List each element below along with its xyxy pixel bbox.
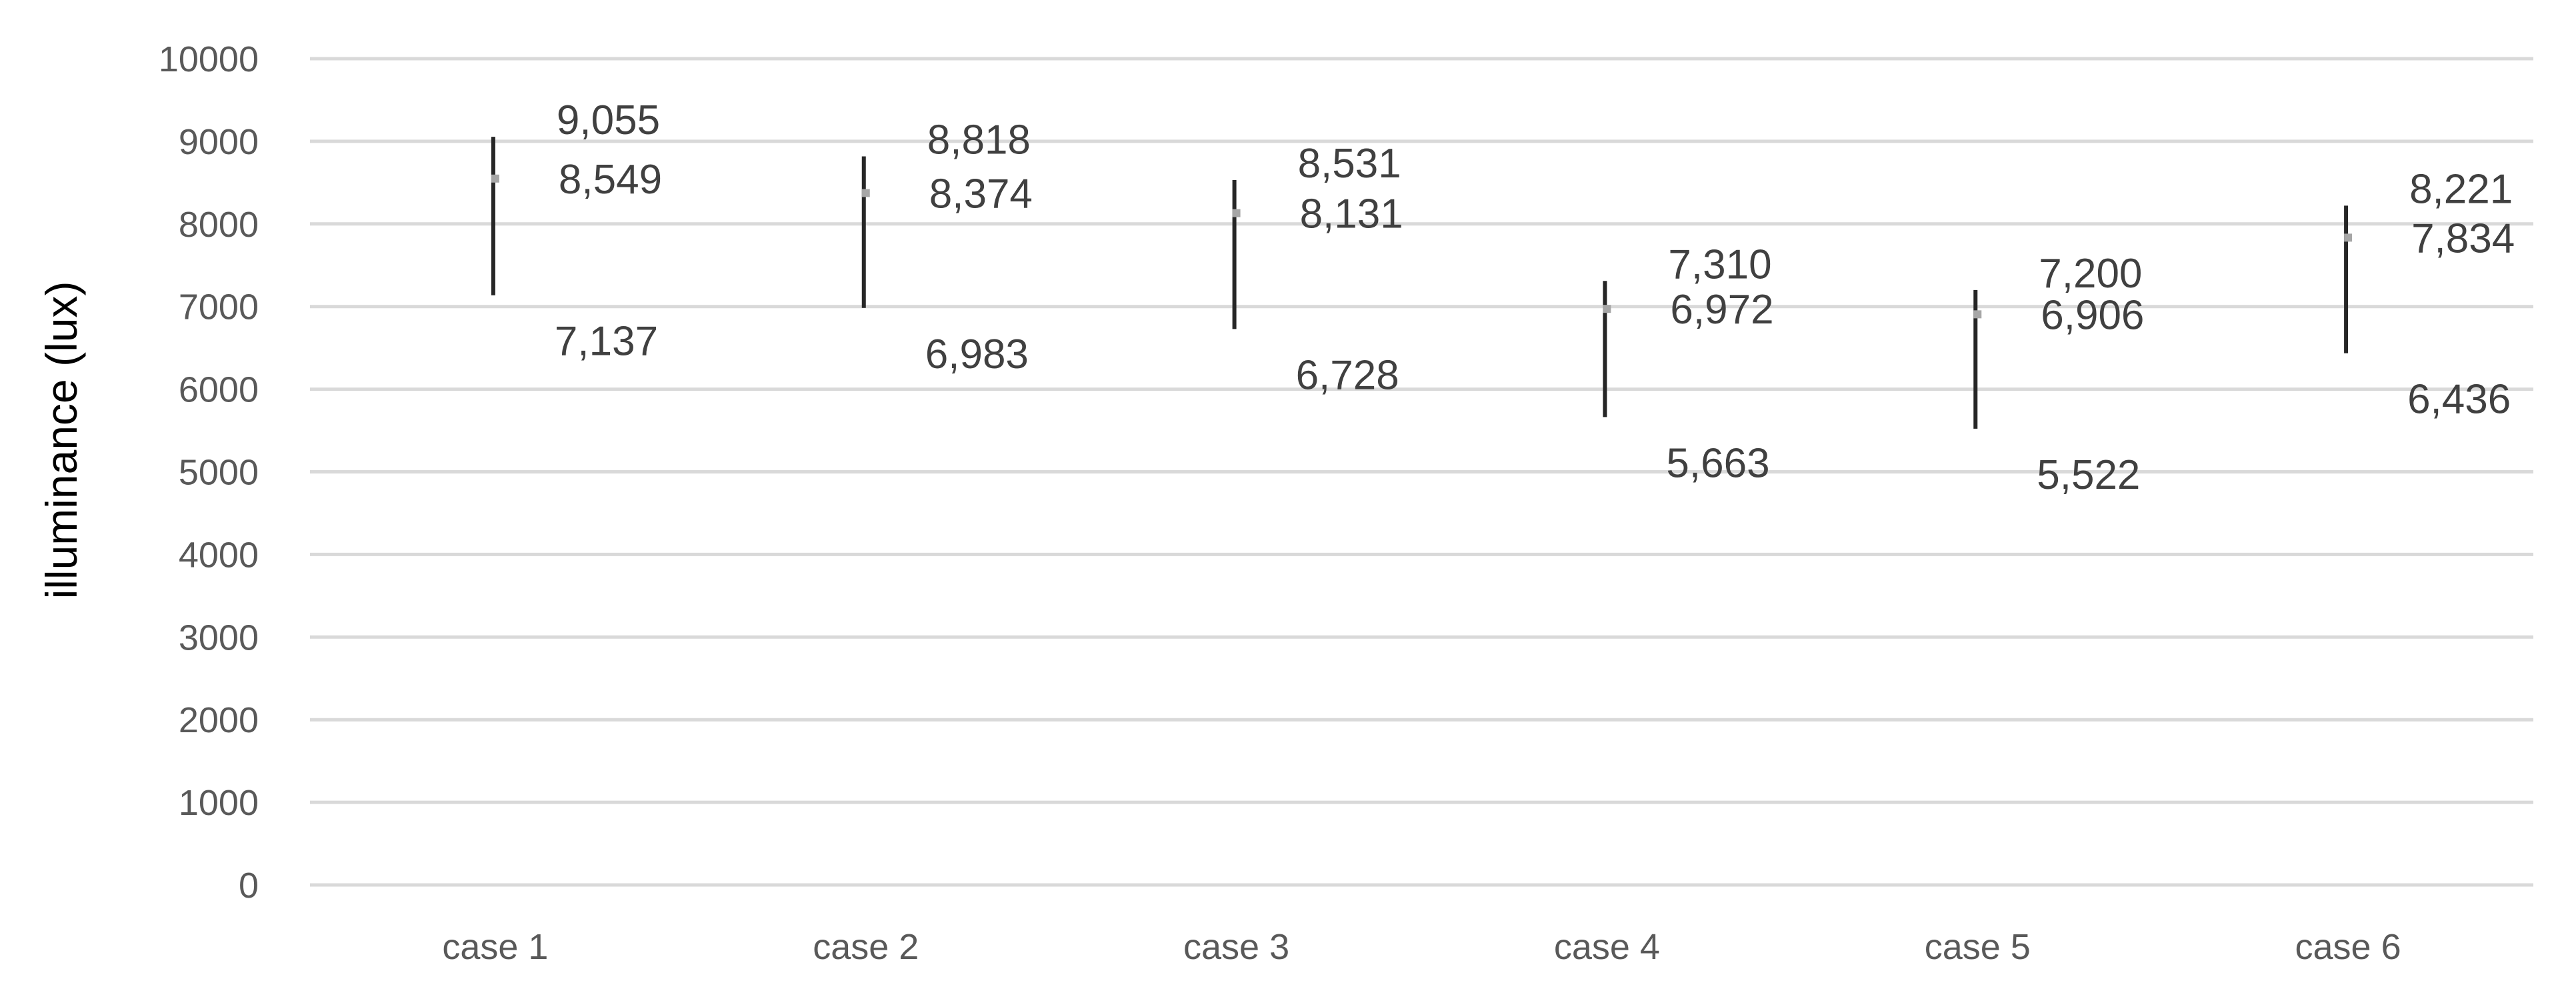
- data-label-mean: 6,972: [1670, 287, 1773, 333]
- y-tick-label: 2000: [179, 700, 259, 740]
- mean-marker: [1973, 310, 1982, 319]
- x-tick-label: case 2: [813, 927, 919, 967]
- data-label-high: 7,310: [1668, 241, 1771, 287]
- x-tick-label: case 1: [442, 927, 548, 967]
- data-label-high: 7,200: [2039, 251, 2142, 297]
- data-labels: 9,055 8,549 7,137 8,818 8,374 6,983 8,5318,131…: [555, 97, 2515, 498]
- data-label-low: 7,137: [555, 319, 658, 365]
- mean-marker: [1603, 305, 1611, 313]
- data-label-mean: 7,834: [2411, 215, 2515, 261]
- x-tick-label: case 6: [2295, 927, 2401, 967]
- data-label-mean: 6,906: [2041, 292, 2144, 338]
- x-tick-label: case 5: [1925, 927, 2031, 967]
- data-label-mean: 8,374: [929, 171, 1033, 217]
- mean-marker: [1232, 209, 1241, 217]
- y-tick-label: 3000: [179, 618, 259, 658]
- data-label-high: 8,818: [927, 117, 1031, 163]
- y-tick-label: 10000: [159, 39, 259, 79]
- x-tick-label: case 3: [1183, 927, 1289, 967]
- x-axis-ticks: case 1 case 2 case 3 case 4 case 5 case 6: [442, 927, 2401, 967]
- mean-marker: [861, 189, 870, 197]
- data-label-mean: 8,131: [1300, 191, 1403, 237]
- range-marks: [491, 137, 2353, 429]
- y-tick-label: 1000: [179, 783, 259, 823]
- data-label-high: 8,221: [2409, 166, 2513, 212]
- y-axis-ticks: 0 1000 2000 3000 4000 5000 6000 7000 8000 9000 100…: [159, 39, 259, 906]
- y-tick-label: 4000: [179, 535, 259, 575]
- y-tick-label: 7000: [179, 287, 259, 327]
- y-tick-label: 6000: [179, 370, 259, 410]
- data-label-high: 8,531: [1298, 141, 1401, 187]
- y-tick-label: 8000: [179, 205, 259, 245]
- mean-marker: [2344, 233, 2353, 242]
- x-tick-label: case 4: [1554, 927, 1660, 967]
- data-label-low: 5,522: [2037, 452, 2140, 498]
- data-label-low: 5,663: [1666, 440, 1769, 486]
- y-tick-label: 5000: [179, 453, 259, 493]
- data-label-low: 6,728: [1296, 352, 1399, 398]
- data-label-low: 6,983: [925, 331, 1029, 377]
- data-label-low: 6,436: [2407, 377, 2511, 423]
- y-tick-label: 9000: [179, 122, 259, 162]
- data-label-mean: 8,549: [559, 157, 662, 203]
- gridlines: [310, 57, 2533, 887]
- y-tick-label: 0: [239, 866, 259, 906]
- mean-marker: [491, 174, 499, 183]
- data-label-high: 9,055: [557, 97, 660, 143]
- y-axis-title: illuminance (lux): [37, 281, 86, 600]
